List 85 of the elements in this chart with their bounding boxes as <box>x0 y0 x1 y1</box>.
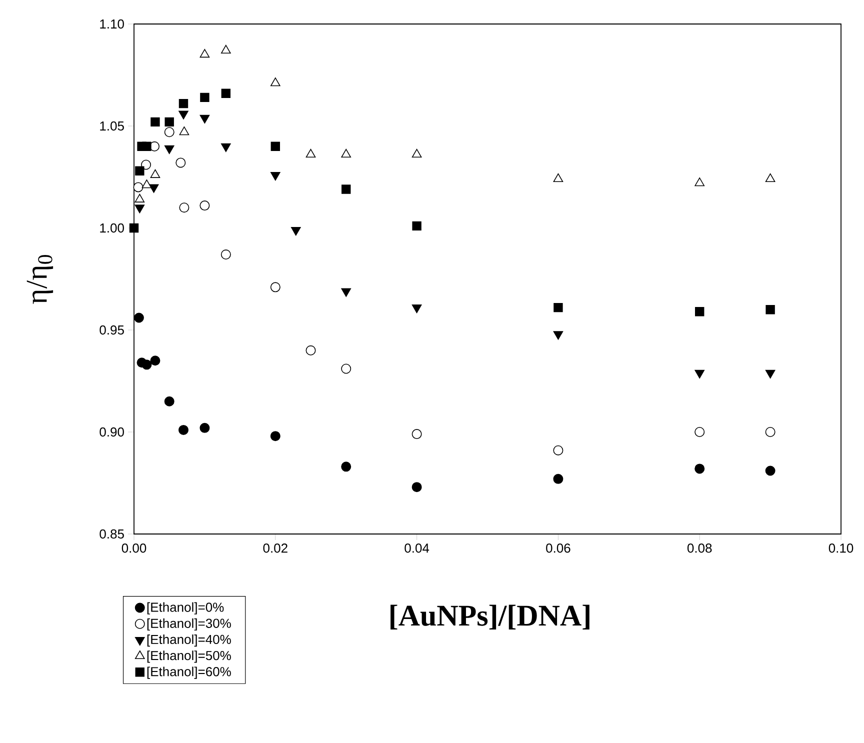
point <box>554 302 563 312</box>
point <box>129 223 139 233</box>
x-tick-label: 0.06 <box>546 544 570 553</box>
point <box>412 221 422 231</box>
point <box>766 305 775 314</box>
point <box>412 429 422 440</box>
point <box>341 148 352 158</box>
point <box>142 360 152 370</box>
point <box>200 114 210 124</box>
point <box>695 307 704 316</box>
point <box>164 145 174 154</box>
point <box>178 424 188 435</box>
point <box>221 44 231 54</box>
point <box>341 288 352 297</box>
point <box>150 356 160 366</box>
point <box>765 466 776 476</box>
point <box>553 331 564 340</box>
point <box>164 117 174 127</box>
point <box>221 143 231 152</box>
legend-label: [Ethanol]=60% <box>147 666 231 679</box>
y-tick-label: 1.10 <box>100 19 124 29</box>
x-tick-label: 0.10 <box>828 544 854 553</box>
point <box>200 200 210 211</box>
point <box>694 427 705 437</box>
point <box>765 370 776 378</box>
point <box>412 148 422 158</box>
legend-label: [Ethanol]=50% <box>147 650 231 663</box>
point <box>270 282 280 292</box>
point <box>412 482 422 492</box>
point <box>341 462 352 472</box>
x-tick-label: 0.08 <box>687 544 712 553</box>
x-tick-label: 0.04 <box>404 544 430 553</box>
point <box>270 78 280 86</box>
point <box>142 180 152 188</box>
point <box>164 396 174 406</box>
point <box>765 427 776 437</box>
point <box>553 445 564 456</box>
y-tick-label: 0.95 <box>100 325 124 335</box>
point <box>176 158 186 168</box>
y-axis-title: η/η$_{0}$ <box>26 254 54 304</box>
point <box>134 194 145 202</box>
point <box>553 474 564 484</box>
point <box>164 127 174 138</box>
point <box>291 227 301 236</box>
point <box>220 250 231 260</box>
point <box>221 88 231 98</box>
point <box>765 173 776 182</box>
point <box>142 142 152 151</box>
point <box>694 370 705 378</box>
point <box>179 202 190 213</box>
x-tick-label: 0.02 <box>263 544 288 553</box>
point <box>150 169 160 178</box>
y-tick-label: 1.05 <box>100 121 124 131</box>
point <box>270 172 280 181</box>
y-tick-label: 1.00 <box>100 223 124 233</box>
point <box>134 204 145 214</box>
point <box>200 422 210 433</box>
point <box>200 92 210 102</box>
point <box>179 126 190 136</box>
legend-label: [Ethanol]=30% <box>147 618 231 631</box>
point <box>341 364 352 374</box>
x-tick-label: 0.00 <box>122 544 146 553</box>
point <box>694 178 705 186</box>
point <box>135 166 144 176</box>
point <box>200 49 210 58</box>
y-tick-label: 0.90 <box>100 427 124 437</box>
point <box>133 182 144 192</box>
point <box>553 173 564 182</box>
point <box>270 431 280 442</box>
point <box>306 345 316 356</box>
point <box>148 184 159 193</box>
point <box>412 304 422 314</box>
point <box>342 184 351 194</box>
legend-label: [Ethanol]=40% <box>147 634 231 647</box>
point <box>270 142 280 151</box>
point <box>178 98 188 108</box>
point <box>178 110 188 120</box>
point <box>694 464 705 474</box>
point <box>306 148 316 158</box>
y-tick-label: 0.85 <box>100 529 124 539</box>
x-axis-title: [AuNPs]/[DNA] <box>390 604 590 630</box>
point <box>141 160 152 170</box>
legend-label: [Ethanol]=0% <box>147 602 224 614</box>
point <box>150 117 160 127</box>
point <box>134 312 144 323</box>
